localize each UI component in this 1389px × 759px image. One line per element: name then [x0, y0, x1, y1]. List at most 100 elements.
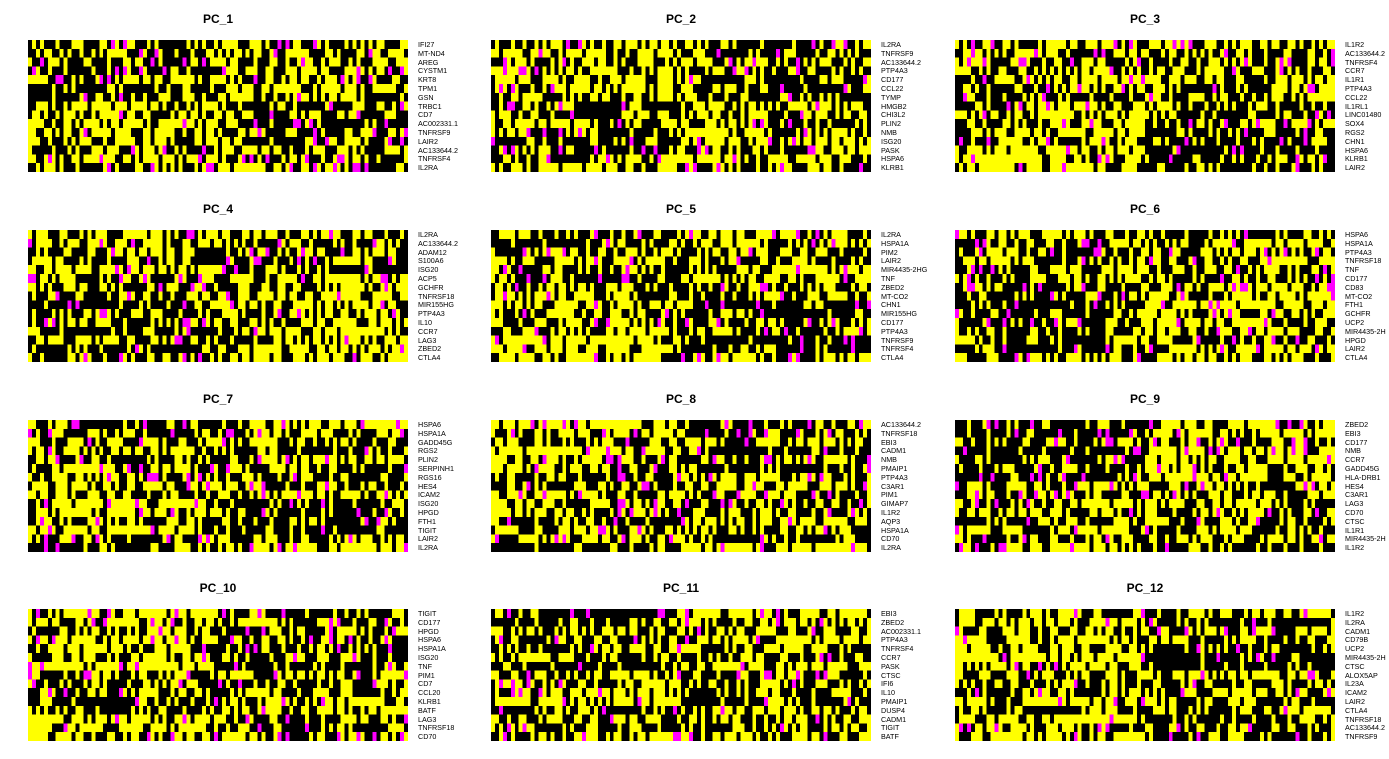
heatmap-cell [1090, 75, 1095, 84]
heatmap-cell [1248, 110, 1253, 119]
heatmap-cell [867, 75, 871, 84]
heatmap-cell [1161, 84, 1166, 93]
heatmap-cell [622, 58, 627, 67]
heatmap-cell [190, 283, 195, 292]
heatmap-cell [376, 84, 381, 93]
heatmap-cell [590, 110, 595, 119]
heatmap-cell [174, 137, 179, 146]
heatmap-cell [135, 265, 140, 274]
heatmap-cell [242, 274, 247, 283]
heatmap-cell [1086, 110, 1091, 119]
heatmap-cell [1260, 93, 1265, 102]
heatmap-cell [535, 58, 540, 67]
heatmap-cell [1169, 154, 1174, 163]
heatmap-cell [1117, 119, 1122, 128]
heatmap-cell [95, 75, 100, 84]
heatmap-cell [301, 146, 306, 155]
heatmap-cell [839, 49, 844, 58]
heatmap-cell [499, 102, 504, 111]
heatmap-cell [87, 283, 92, 292]
heatmap-cell [341, 58, 346, 67]
heatmap-cell [127, 66, 132, 75]
heatmap-cell [87, 93, 92, 102]
heatmap-cell [135, 248, 140, 257]
heatmap-cell [705, 163, 710, 172]
heatmap-cell [111, 93, 116, 102]
heatmap-cell [606, 102, 611, 111]
heatmap-cell [190, 274, 195, 283]
heatmap-cell [843, 66, 848, 75]
heatmap-cell [64, 75, 69, 84]
heatmap-cell [131, 66, 136, 75]
heatmap-cell [831, 58, 836, 67]
heatmap-cell [222, 58, 227, 67]
heatmap-cell [740, 146, 745, 155]
heatmap-cell [337, 119, 342, 128]
heatmap-cell [83, 102, 88, 111]
heatmap-cell [44, 75, 49, 84]
heatmap-cell [752, 128, 757, 137]
heatmap-cell [1303, 40, 1308, 49]
heatmap-cell [495, 84, 500, 93]
heatmap-cell [388, 265, 393, 274]
heatmap-cell [400, 102, 405, 111]
heatmap-cell [955, 93, 960, 102]
heatmap-cell [1240, 40, 1245, 49]
heatmap-cell [167, 154, 172, 163]
heatmap-cell [511, 110, 516, 119]
heatmap-cell [975, 163, 980, 172]
heatmap-cell [222, 40, 227, 49]
heatmap-cell [1256, 75, 1261, 84]
heatmap-cell [558, 110, 563, 119]
heatmap-cell [171, 84, 176, 93]
heatmap-cell [566, 84, 571, 93]
heatmap-cell [119, 66, 124, 75]
heatmap-cell [507, 119, 512, 128]
heatmap-cell [812, 137, 817, 146]
heatmap-cell [36, 256, 41, 265]
heatmap-cell [44, 154, 49, 163]
heatmap-cell [1212, 146, 1217, 155]
heatmap-cell [313, 93, 318, 102]
heatmap-cell [206, 75, 211, 84]
heatmap-cell [266, 75, 271, 84]
heatmap-cell [258, 230, 263, 239]
heatmap-cell [404, 58, 408, 67]
heatmap-cell [163, 274, 168, 283]
heatmap-cell [388, 128, 393, 137]
heatmap-cell [353, 128, 358, 137]
heatmap-cell [788, 49, 793, 58]
heatmap-cell [119, 283, 124, 292]
heatmap-cell [827, 58, 832, 67]
heatmap-cell [598, 154, 603, 163]
heatmap-cell [566, 40, 571, 49]
heatmap-cell [214, 110, 219, 119]
heatmap-cell [586, 137, 591, 146]
heatmap-cell [756, 102, 761, 111]
heatmap-cell [729, 146, 734, 155]
heatmap-cell [649, 102, 654, 111]
heatmap-cell [317, 230, 322, 239]
heatmap-cell [859, 66, 864, 75]
heatmap-cell [673, 75, 678, 84]
heatmap-cell [76, 93, 81, 102]
heatmap-cell [107, 146, 112, 155]
heatmap-cell [178, 146, 183, 155]
heatmap-cell [665, 128, 670, 137]
heatmap-cell [515, 163, 520, 172]
heatmap-cell [178, 128, 183, 137]
heatmap-cell [1327, 119, 1332, 128]
heatmap-cell [669, 137, 674, 146]
heatmap-cell [206, 163, 211, 172]
heatmap-cell [1244, 163, 1249, 172]
heatmap-cell [313, 49, 318, 58]
heatmap-cell [36, 154, 41, 163]
heatmap-cell [123, 75, 128, 84]
heatmap-cell [289, 128, 294, 137]
heatmap-cell [87, 66, 92, 75]
heatmap-cell [44, 239, 49, 248]
heatmap-cell [226, 58, 231, 67]
heatmap-cell [301, 40, 306, 49]
heatmap-cell [1121, 49, 1126, 58]
heatmap-cell [570, 110, 575, 119]
